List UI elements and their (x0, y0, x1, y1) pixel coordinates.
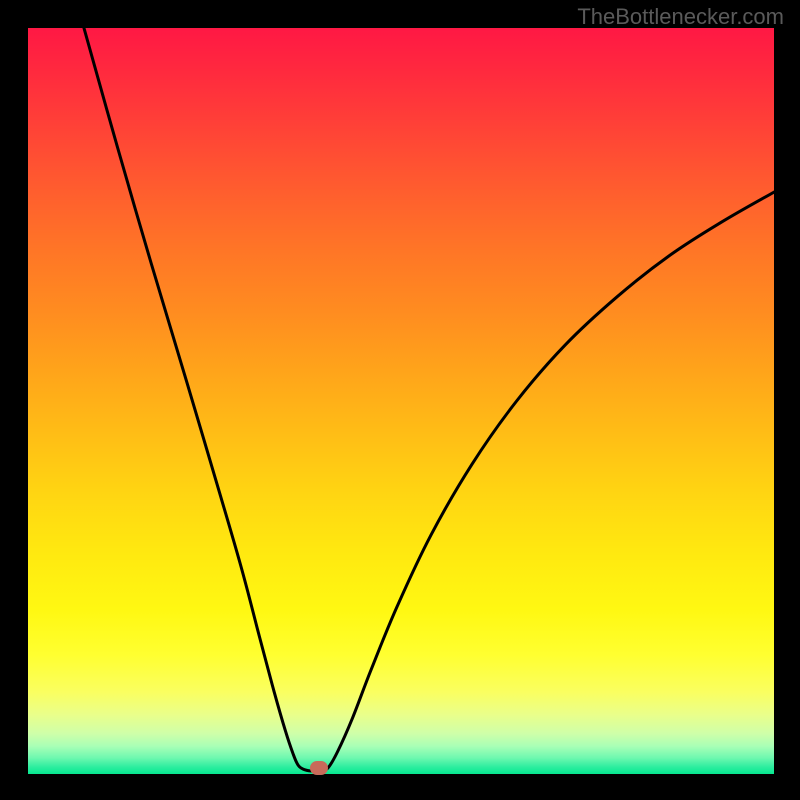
curve-overlay (28, 28, 774, 774)
plot-area (28, 28, 774, 774)
chart-container: TheBottlenecker.com (0, 0, 800, 800)
bottleneck-curve (84, 28, 774, 771)
watermark-text: TheBottlenecker.com (577, 4, 784, 30)
data-marker (310, 761, 328, 775)
